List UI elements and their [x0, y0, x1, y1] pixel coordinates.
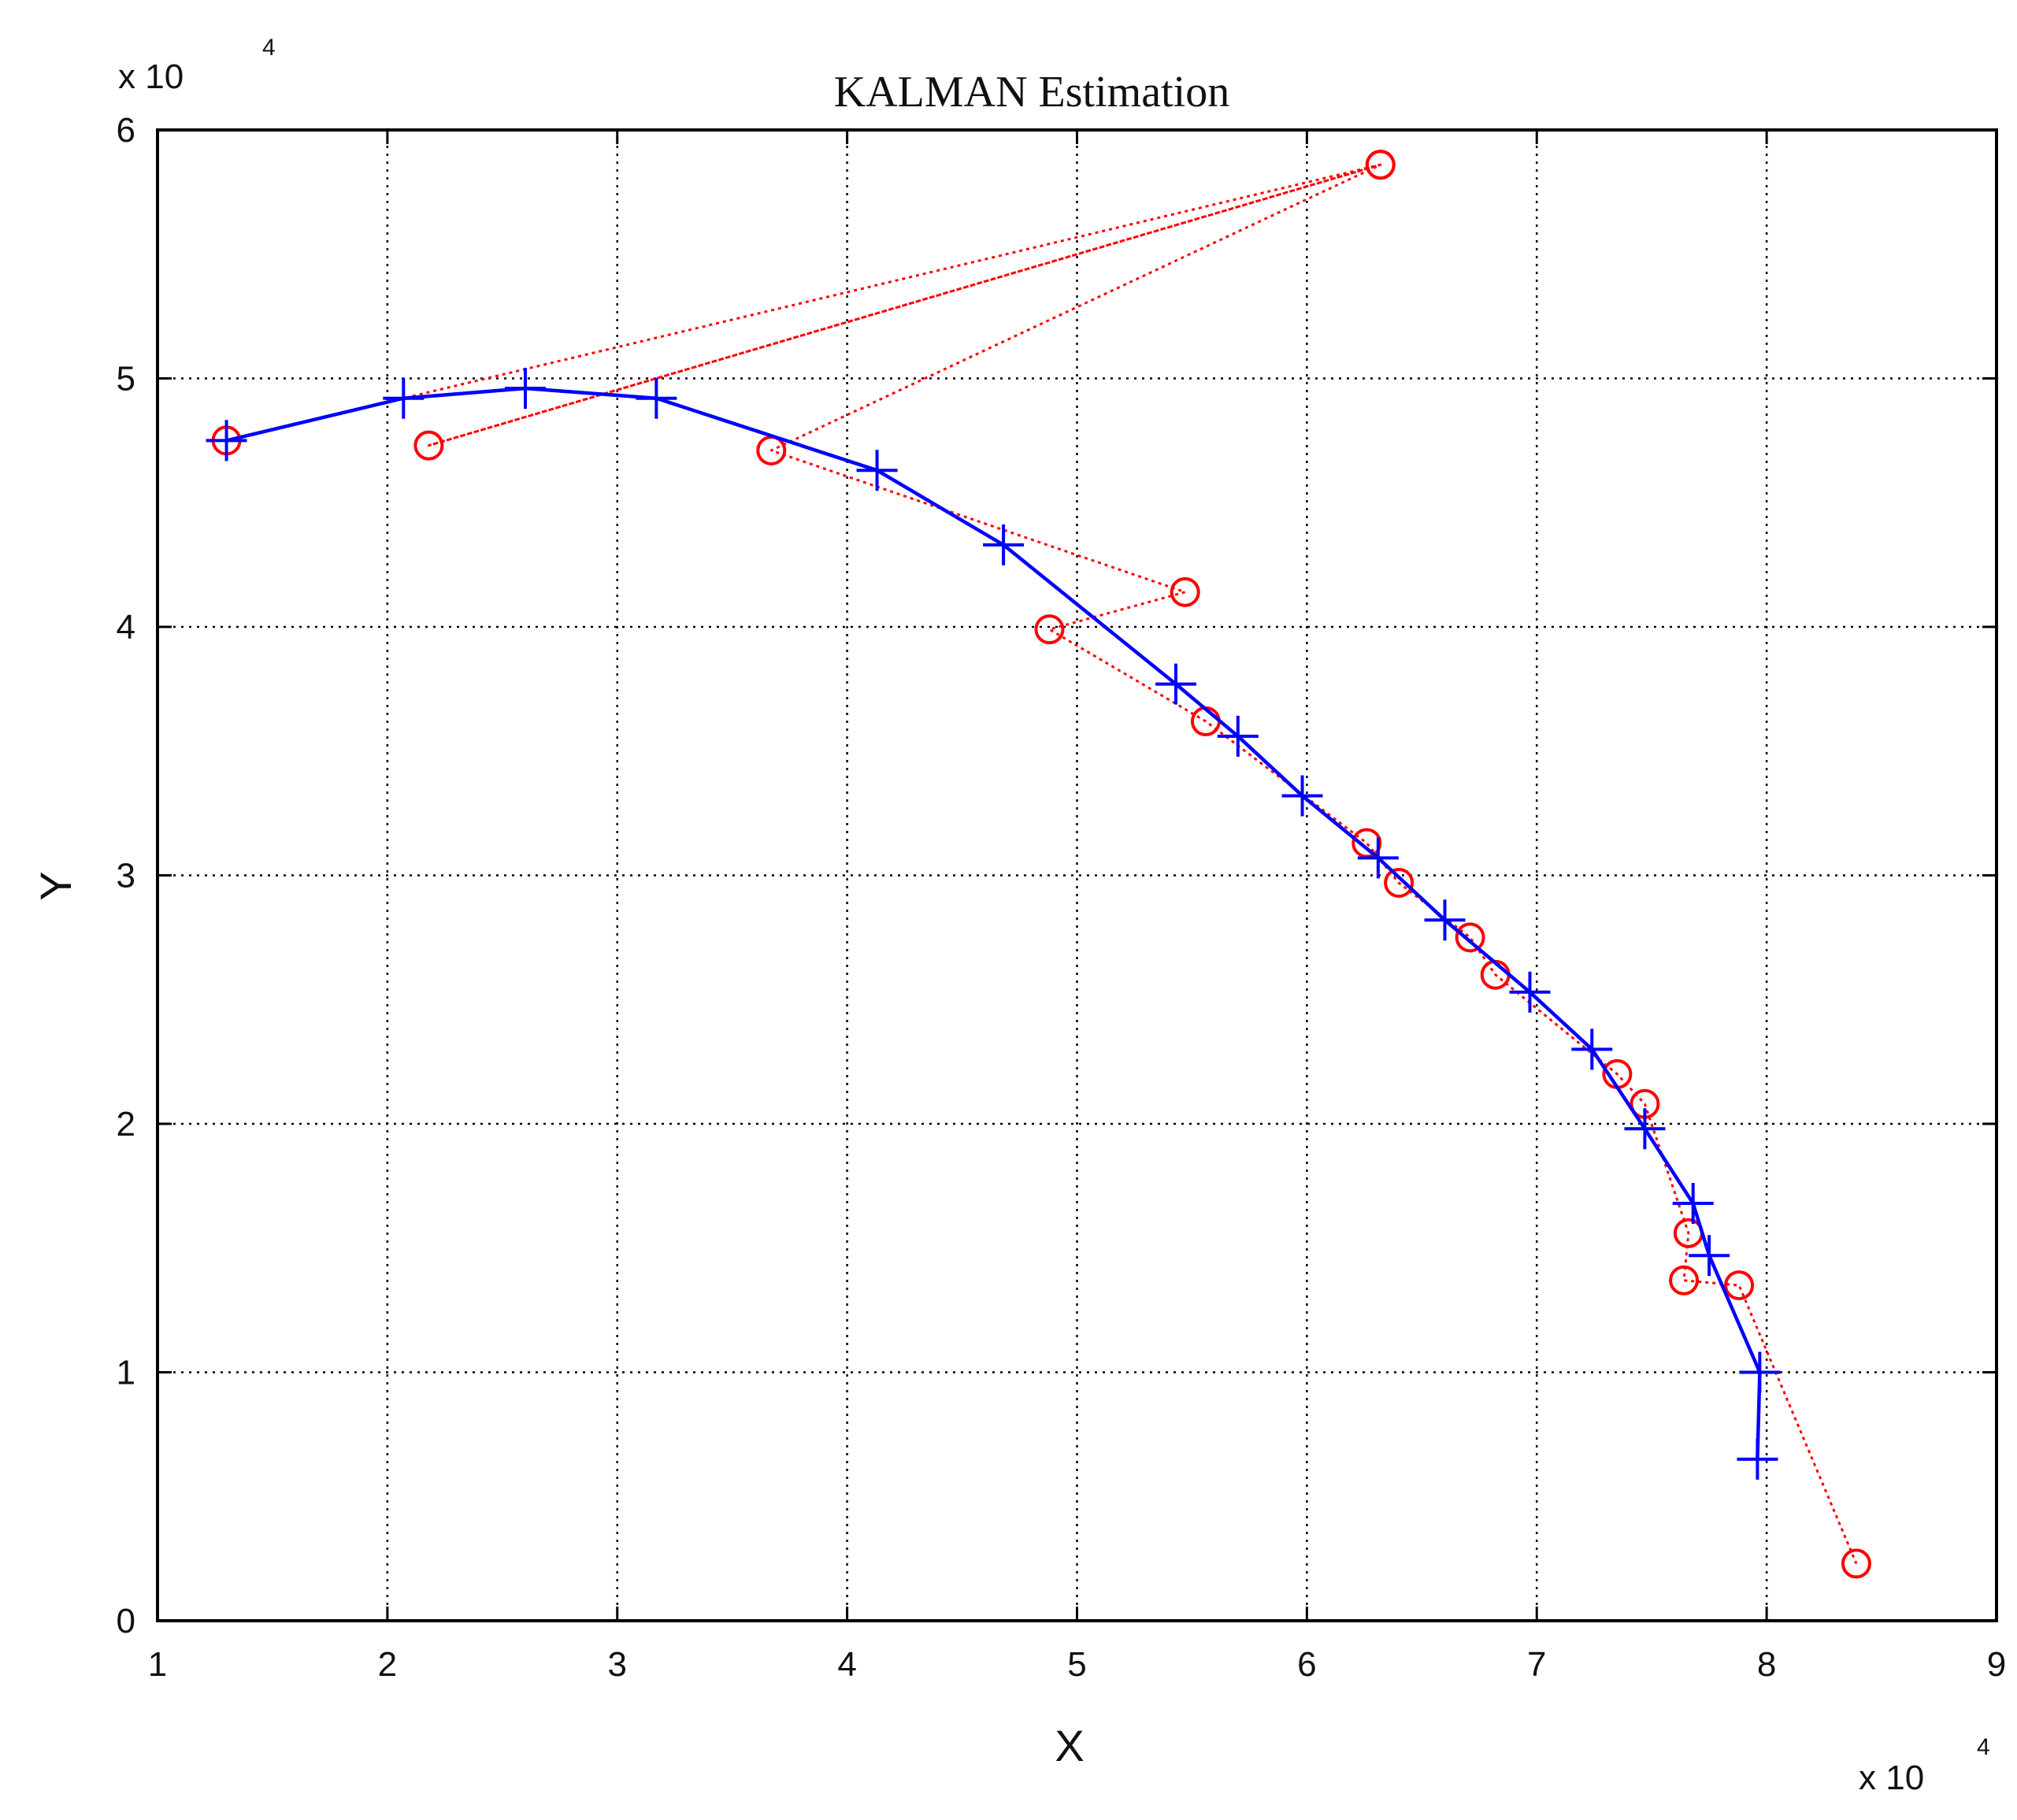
series-1-point [1034, 614, 1065, 645]
y-tick-label: 4 [117, 608, 135, 647]
series-1-point [1841, 1548, 1871, 1579]
series-1-point [1170, 576, 1200, 607]
series-2-point [1509, 971, 1551, 1013]
series-2-point [1424, 899, 1466, 941]
y-tick-label: 1 [117, 1354, 135, 1392]
series-1-point [1365, 150, 1396, 180]
x-axis-label: X [1055, 1721, 1084, 1770]
chart-title: KALMAN Estimation [834, 68, 1229, 117]
series-1-point [1455, 922, 1485, 953]
series-1-line [226, 163, 1858, 1564]
x-tick-label: 7 [1527, 1645, 1546, 1684]
series-2-point [983, 524, 1025, 565]
series-2-point [1217, 715, 1259, 757]
series-2-point [1624, 1108, 1666, 1150]
series-1-point [1384, 867, 1414, 898]
series-1-point [1669, 1265, 1700, 1295]
series-2-point [505, 368, 546, 410]
x-tick-label: 8 [1757, 1645, 1776, 1684]
series-1-point [1724, 1270, 1755, 1301]
x-multiplier-exponent: 4 [1977, 1734, 1990, 1760]
series-2-point [1357, 837, 1399, 879]
x-tick-label: 4 [837, 1645, 856, 1684]
series-2-point [383, 377, 425, 419]
x-tick-label: 2 [378, 1645, 397, 1684]
series-2-point [1571, 1029, 1613, 1070]
y-multiplier-exponent: 4 [262, 35, 276, 61]
series-2-point [1689, 1235, 1730, 1277]
series-2-point [1281, 775, 1323, 817]
series-2-point [856, 450, 898, 491]
series-2-point [636, 377, 677, 419]
y-axis-label: Y [31, 871, 80, 900]
x-tick-label: 6 [1297, 1645, 1316, 1684]
y-tick-label: 0 [117, 1602, 135, 1640]
series-2-point [1737, 1438, 1778, 1480]
y-tick-label: 3 [117, 857, 135, 895]
series-2-line [226, 386, 1762, 1459]
series-2-point [1672, 1182, 1714, 1224]
series-2-point [206, 420, 247, 461]
x-tick-label: 3 [608, 1645, 627, 1684]
x-multiplier-label: x 10 [1859, 1759, 1924, 1797]
series-2-point [1739, 1351, 1781, 1393]
x-tick-label: 1 [148, 1645, 167, 1684]
y-tick-label: 2 [117, 1105, 135, 1144]
x-tick-label: 5 [1067, 1645, 1086, 1684]
series-layer [206, 150, 1871, 1579]
y-tick-label: 6 [117, 111, 135, 150]
series-2-point [1155, 663, 1197, 705]
x-tick-label: 9 [1987, 1645, 2006, 1684]
y-multiplier-label: x 10 [118, 57, 184, 96]
y-tick-label: 5 [117, 360, 135, 398]
series-1-point [413, 430, 444, 461]
